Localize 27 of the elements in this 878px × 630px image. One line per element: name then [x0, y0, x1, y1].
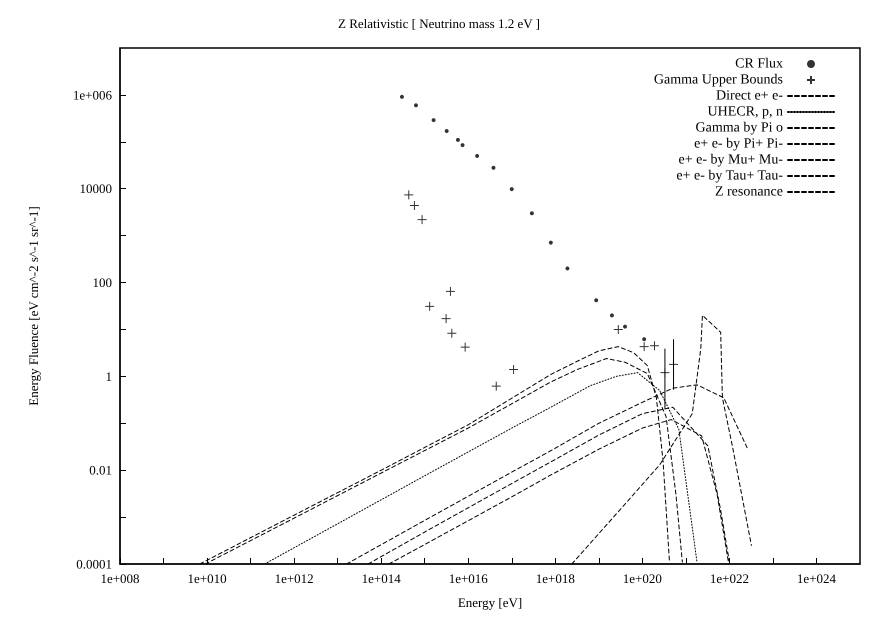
legend-label: Gamma by Pi o — [696, 120, 783, 136]
y-tick-label: 100 — [92, 275, 112, 290]
y-tick-label: 0.01 — [89, 462, 112, 478]
x-tick-label: 1e+022 — [710, 571, 749, 586]
legend-label: UHECR, p, n — [708, 104, 783, 120]
y-tick-label: 1e+006 — [72, 87, 112, 102]
y-tick-label: 10000 — [80, 181, 112, 196]
chart-title: Z Relativistic [ Neutrino mass 1.2 eV ] — [338, 16, 540, 31]
y-axis-title: Energy Fluence [eV cm^-2 s^-1 sr^-1] — [26, 206, 41, 406]
legend-label: CR Flux — [735, 56, 783, 72]
x-tick-label: 1e+020 — [622, 571, 662, 586]
x-tick-label: 1e+018 — [536, 571, 575, 586]
legend-label: e+ e- by Pi+ Pi- — [694, 136, 784, 152]
legend-label: e+ e- by Tau+ Tau- — [676, 168, 784, 184]
legend-label: e+ e- by Mu+ Mu- — [678, 152, 784, 168]
legend-label: Direct e+ e- — [716, 88, 784, 104]
x-tick-label: 1e+010 — [188, 571, 227, 586]
y-tick-label: 1 — [106, 368, 112, 384]
legend-label: Gamma Upper Bounds — [654, 72, 783, 88]
x-tick-label: 1e+024 — [796, 571, 837, 586]
x-axis-title: Energy [eV] — [458, 595, 522, 610]
x-tick-label: 1e+008 — [100, 571, 140, 586]
x-tick-label: 1e+012 — [274, 571, 314, 586]
y-tick-label: 0.0001 — [76, 556, 112, 572]
x-tick-label: 1e+016 — [448, 571, 488, 586]
legend-label: Z resonance — [714, 184, 783, 200]
x-tick-label: 1e+014 — [362, 571, 402, 586]
